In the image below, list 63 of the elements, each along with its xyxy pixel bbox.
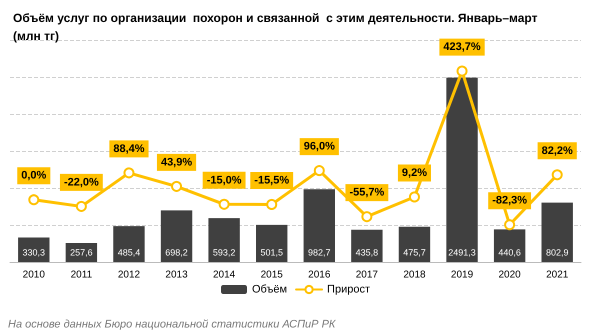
data-label: 475,7 (403, 248, 426, 258)
point (123, 167, 134, 178)
data-label: 501,5 (260, 248, 283, 258)
data-label: -55,7% (349, 186, 385, 199)
data-label: -22,0% (64, 176, 100, 188)
data-label: 593,2 (212, 248, 236, 258)
x-tick-label: 2021 (546, 270, 569, 280)
x-tick-label: 2015 (260, 270, 284, 280)
x-tick-label: 2014 (213, 270, 236, 280)
data-label: 435,8 (356, 248, 378, 258)
data-label: 88,4% (113, 142, 145, 155)
x-tick-label: 2017 (356, 270, 378, 280)
bar (351, 230, 383, 262)
data-label: 0,0% (21, 170, 47, 182)
data-label: -15,5% (254, 174, 290, 186)
data-label: 330,3 (22, 248, 46, 258)
point (314, 165, 325, 176)
bar (398, 226, 430, 262)
x-tick-label: 2013 (165, 270, 188, 280)
point (218, 198, 230, 210)
point (28, 194, 40, 206)
point (266, 198, 278, 210)
bar (160, 210, 192, 262)
x-tick-label: 2019 (450, 270, 474, 280)
data-label: 485,4 (118, 248, 140, 258)
chart-title: Объём услуг по организации похорон и связанной с этим деятельности. Январь–март (млн тг) (13, 11, 538, 43)
bar (113, 226, 145, 262)
bar (542, 202, 573, 262)
data-label: 423,7% (443, 41, 481, 54)
data-label: 802,9 (546, 248, 568, 258)
legend-label: Объём (252, 284, 288, 296)
legend-label: Прирост (327, 284, 370, 296)
bar (304, 189, 335, 262)
x-tick-label: 2012 (118, 270, 141, 280)
point (171, 180, 182, 192)
data-label: 698,2 (165, 248, 188, 258)
data-label: 9,2% (402, 166, 428, 179)
bar (446, 78, 478, 262)
point (408, 191, 420, 202)
point (552, 169, 563, 180)
data-label: 257,6 (70, 248, 93, 258)
x-tick-label: 2018 (403, 270, 426, 280)
bar (18, 238, 50, 262)
data-label: -82,3% (492, 194, 528, 207)
point (361, 211, 372, 222)
x-tick-label: 2011 (70, 270, 93, 280)
data-label: 982,7 (308, 248, 331, 258)
data-label: -15,0% (206, 174, 242, 186)
point (76, 200, 87, 212)
point (504, 219, 516, 230)
x-tick-label: 2010 (22, 270, 46, 280)
data-label: 96,0% (304, 140, 336, 153)
data-label: 2491,3 (448, 248, 476, 258)
bar (208, 218, 240, 262)
data-label: 43,9% (160, 156, 192, 168)
bar (494, 229, 526, 262)
point (456, 66, 468, 77)
text: На основе данных Бюро национальной статистики АСПиР РК (8, 318, 336, 330)
data-label: 82,2% (542, 144, 574, 157)
x-tick-label: 2016 (308, 270, 331, 280)
bar (256, 224, 288, 262)
data-label: 440,6 (498, 248, 521, 258)
x-tick-label: 2020 (498, 270, 522, 280)
